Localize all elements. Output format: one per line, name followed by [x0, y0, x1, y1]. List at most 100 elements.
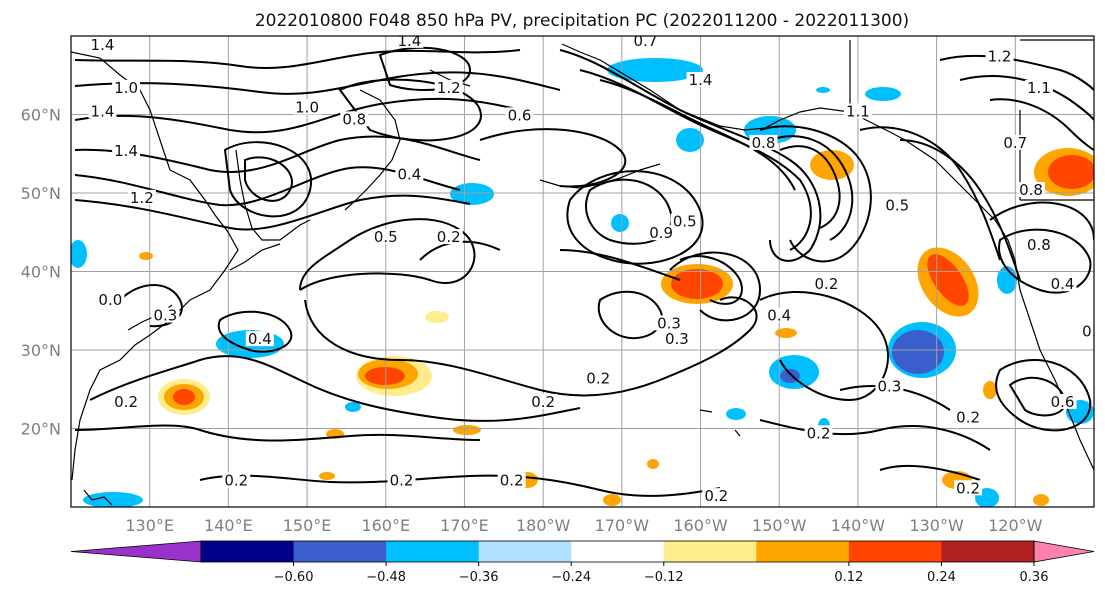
contour-label-background: [395, 166, 424, 182]
gridlines: [71, 36, 1094, 507]
precipitation-shading: [71, 58, 1094, 507]
colorbar-tick-label: −0.60: [274, 570, 314, 585]
contour-label: 0.2: [114, 393, 138, 411]
contour-label: 1.4: [689, 71, 713, 89]
negative-anomaly-patch: [865, 87, 901, 101]
contour-label: 1.4: [114, 142, 138, 160]
positive-anomaly-patch: [775, 328, 797, 338]
longitude-tick-label: 150°W: [752, 516, 807, 535]
contour-label-background: [655, 315, 684, 331]
negative-anomaly-patch: [769, 355, 819, 389]
colorbar-tick-labels: −0.60−0.48−0.36−0.24−0.120.120.240.360.4…: [274, 562, 1049, 585]
contour-label: 0.3: [657, 314, 681, 332]
contour-label-background: [1001, 134, 1030, 150]
contour-label-background: [765, 307, 794, 323]
contour-label: 0.2: [815, 275, 839, 293]
positive-anomaly-patch: [453, 425, 481, 435]
contour-label: 0.6: [508, 106, 532, 124]
contour-label-background: [985, 48, 1014, 64]
contour-label: 1.4: [91, 103, 115, 121]
contour-label-background: [387, 472, 416, 488]
colorbar-tick-label: −0.12: [644, 570, 684, 585]
contour-label-background: [505, 107, 534, 123]
latitude-tick-label: 50°N: [21, 184, 61, 203]
contour-label: 0.7: [634, 32, 658, 50]
contour-label-background: [222, 472, 251, 488]
negative-anomaly-patch: [676, 128, 704, 152]
contour-label: 0.4: [1051, 275, 1075, 293]
longitude-tick-label: 150°E: [283, 516, 332, 535]
contour-label: 1.4: [91, 36, 115, 54]
longitude-tick-label: 160°E: [361, 516, 410, 535]
colorbar-segment: [756, 541, 850, 562]
contour-label: 1.1: [846, 103, 870, 121]
contour-label: 0.2: [500, 471, 524, 489]
latitude-tick-label: 40°N: [21, 263, 61, 282]
longitude-tick-label: 120°W: [988, 516, 1043, 535]
contour-label-background: [340, 111, 369, 127]
contour-label: 0.8: [342, 110, 366, 128]
contour-label-background: [371, 229, 400, 245]
map-frame: [70, 35, 1095, 508]
contour-label: 0.2: [807, 424, 831, 442]
contour-label-background: [245, 331, 274, 347]
contour-labels: 1.4 1.0 1.4 1.4 1.2 1.4 1.2 1.0 0.8 0.6 0.4 0.5 0.7 1…: [88, 32, 1094, 505]
negative-anomaly-patch: [71, 240, 87, 268]
positive-anomaly-patch: [1033, 494, 1049, 506]
contour-label: 0.5: [374, 228, 398, 246]
longitude-tick-label: 130°E: [125, 516, 174, 535]
chart-title: 2022010800 F048 850 hPa PV, precipitatio…: [255, 11, 909, 31]
contour-label-background: [954, 409, 983, 425]
latitude-tick-label: 60°N: [21, 106, 61, 125]
contour-label: 0.5: [673, 212, 697, 230]
positive-anomaly-patch: [810, 150, 854, 180]
contour-label: 0.2: [586, 369, 610, 387]
contour-label-background: [293, 99, 322, 115]
colorbar: [70, 540, 1095, 563]
contour-label-background: [112, 142, 141, 158]
colorbar-segment: [941, 541, 1035, 562]
contour-label: 0.4: [767, 307, 791, 325]
contour-label: 0.8: [752, 134, 776, 152]
contour-label-background: [88, 36, 117, 52]
contour-label: 0.4: [397, 165, 421, 183]
positive-anomaly-patch: [661, 264, 733, 304]
contour-label-background: [1080, 323, 1094, 339]
contour-label-background: [1024, 236, 1053, 252]
colorbar-segment: [293, 541, 387, 562]
positive-anomaly-patch: [647, 459, 659, 469]
colorbar-tick-label: 0.36: [1020, 570, 1049, 585]
positive-anomaly-patch: [603, 494, 621, 506]
contour-label: 0.3: [665, 330, 689, 348]
contour-label: 0.2: [437, 228, 461, 246]
contour-label: 0.6: [1051, 393, 1075, 411]
negative-anomaly-patch: [345, 402, 361, 412]
contour-label: 0.3: [877, 377, 901, 395]
contour-label-background: [843, 103, 872, 119]
colorbar-segment: [571, 541, 665, 562]
colorbar-extend-max: [1033, 540, 1095, 563]
colorbar-segment: [848, 541, 942, 562]
map-plot-area: 1.4 1.0 1.4 1.4 1.2 1.4 1.2 1.0 0.8 0.6 0.4 0.5 0.7 1…: [71, 32, 1094, 507]
colorbar-segment: [663, 541, 757, 562]
colorbar-extend-min: [70, 540, 202, 563]
contour-label: 0.2: [224, 471, 248, 489]
contour-label: 0.2: [956, 409, 980, 427]
negative-anomaly-patch: [450, 183, 494, 205]
positive-anomaly-patch: [983, 381, 997, 399]
positive-anomaly-patch: [425, 311, 449, 323]
contour-label: 0.5: [885, 197, 909, 215]
contour-label: 1.2: [988, 48, 1012, 66]
contour-label: 1.1: [1027, 79, 1051, 97]
contour-label-background: [96, 291, 125, 307]
contour-label-background: [749, 134, 778, 150]
contour-label-background: [584, 370, 613, 386]
positive-anomaly-patch: [139, 252, 153, 260]
colorbar-segment: [386, 541, 480, 562]
contour-label-background: [1017, 182, 1046, 197]
contour-label-background: [112, 393, 141, 409]
colorbar-tick-label: 0.12: [834, 570, 863, 585]
contour-label: 1.0: [114, 79, 138, 97]
contour-label-background: [88, 103, 117, 119]
